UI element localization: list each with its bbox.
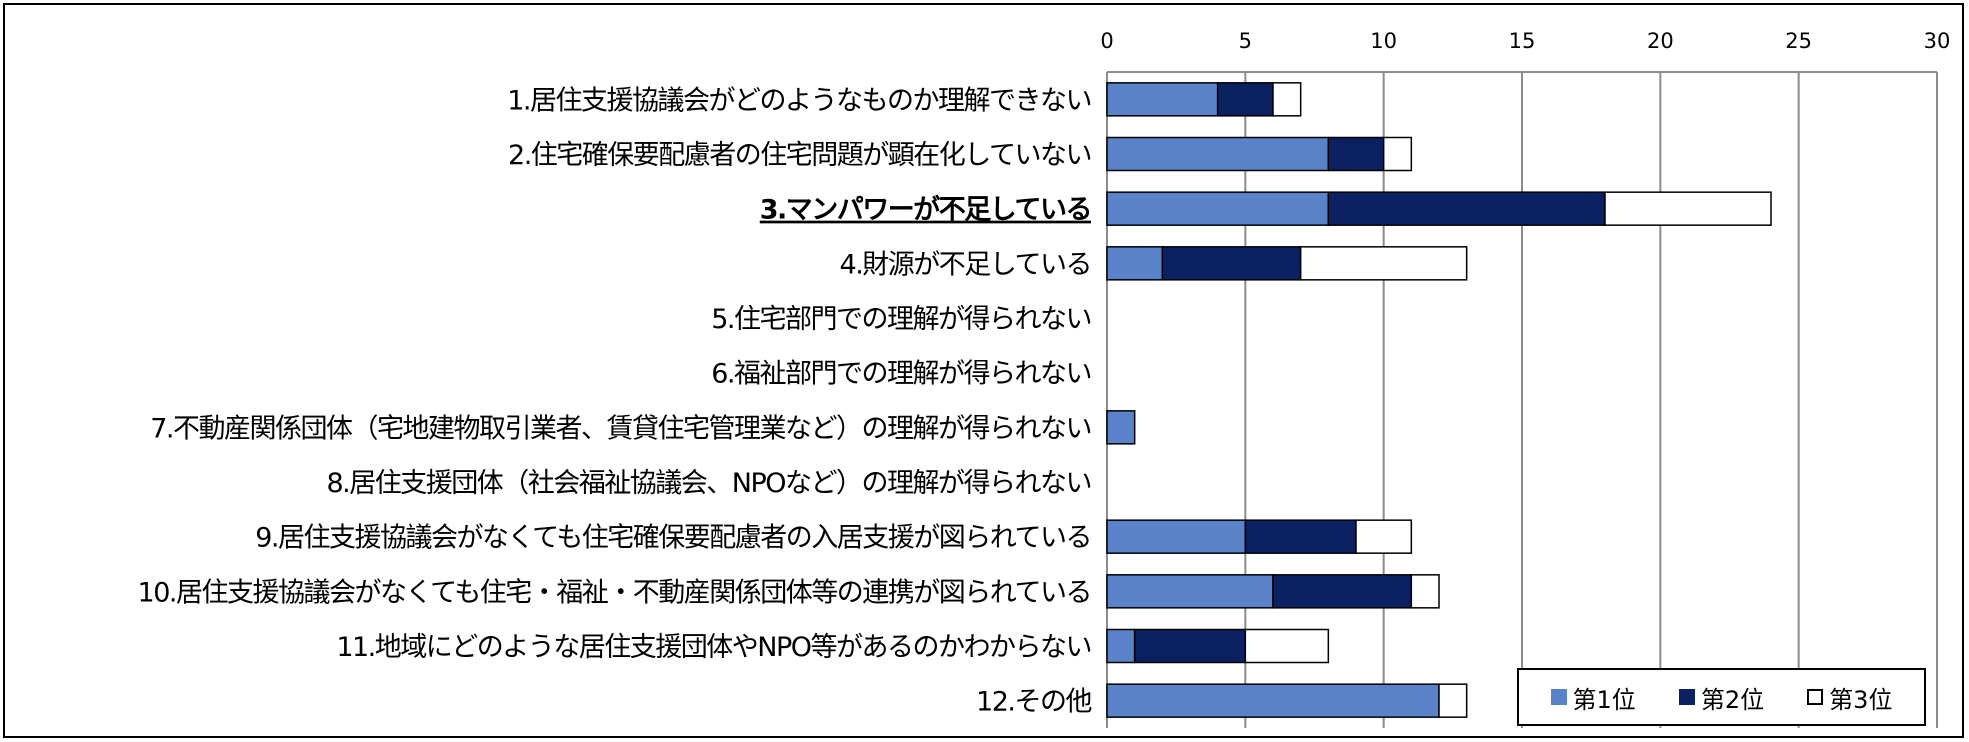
bar-segment [1106, 628, 1136, 664]
bar-segment [1355, 519, 1413, 554]
x-tick-label: 30 [1924, 29, 1951, 53]
category-label: 7.不動産関係団体（宅地建物取引業者、賃貸住宅管理業など）の理解が得られない [150, 413, 1091, 444]
bar-segment [1327, 191, 1606, 226]
category-label: 6.福祉部門での理解が得られない [711, 359, 1091, 390]
bar-segment [1216, 82, 1274, 117]
bar-segment [1106, 683, 1440, 718]
bar-segment [1410, 574, 1440, 609]
legend-swatch [1807, 689, 1824, 705]
bar-segment [1106, 191, 1330, 226]
category-label: 5.住宅部門での理解が得られない [711, 304, 1091, 335]
x-tick-label: 10 [1370, 29, 1397, 53]
chart-frame [3, 3, 1964, 738]
legend-label: 第2位 [1700, 685, 1765, 714]
x-tick-label: 15 [1509, 29, 1536, 53]
bar-segment [1106, 410, 1136, 445]
category-label: 9.居住支援協議会がなくても住宅確保要配慮者の入居支援が図られている [255, 523, 1091, 554]
category-label: 10.居住支援協議会がなくても住宅・福祉・不動産関係団体等の連携が図られている [138, 577, 1091, 608]
bars [1106, 82, 1772, 718]
category-labels: 1.居住支援協議会がどのようなものか理解できない 2.住宅確保要配慮者の住宅問題が… [138, 85, 1093, 718]
category-label: 8.居住支援団体（社会福祉協議会、NPOなど）の理解が得られない [327, 468, 1092, 499]
bar-segment [1438, 683, 1468, 718]
bar-segment [1272, 574, 1413, 609]
legend-label: 第1位 [1572, 685, 1636, 714]
category-label: 12.その他 [976, 687, 1091, 718]
bar-segment [1161, 246, 1302, 281]
x-tick-label: 25 [1785, 29, 1812, 53]
bar-segment [1272, 82, 1302, 117]
bar-segment [1244, 628, 1330, 664]
bar-segment [1106, 246, 1164, 281]
bar-segment [1106, 574, 1274, 609]
legend-swatch [1678, 689, 1695, 705]
legend: 第1位 第2位 第3位 [1517, 668, 1926, 726]
x-axis-ticks: 0 5 10 15 20 25 30 [1100, 29, 1950, 53]
bar-segment [1106, 136, 1330, 172]
category-label: 2.住宅確保要配慮者の住宅問題が顕在化していない [508, 140, 1091, 171]
legend-item: 第3位 [1807, 680, 1892, 715]
legend-swatch [1550, 689, 1567, 705]
category-label: 11.地域にどのような居住支援団体やNPO等があるのかわからない [336, 632, 1091, 663]
bar-segment [1133, 628, 1247, 664]
bar-segment [1327, 136, 1385, 172]
bar-segment [1106, 82, 1219, 117]
x-tick-label: 20 [1647, 29, 1674, 53]
category-label: 4.財源が不足している [840, 249, 1091, 280]
legend-item: 第1位 [1550, 680, 1636, 715]
bar-segment [1244, 519, 1357, 554]
x-tick-label: 5 [1239, 29, 1252, 53]
legend-label: 第3位 [1829, 685, 1893, 714]
bar-segment [1382, 136, 1413, 172]
gridlines [1106, 71, 1938, 728]
bar-segment [1604, 191, 1772, 226]
category-label: 1.居住支援協議会がどのようなものか理解できない [507, 85, 1091, 116]
legend-item: 第2位 [1678, 680, 1765, 715]
x-tick-label: 0 [1100, 29, 1113, 53]
category-label: 3.マンパワーが不足している [760, 194, 1091, 226]
bar-segment [1299, 246, 1468, 281]
bar-segment [1106, 519, 1247, 554]
